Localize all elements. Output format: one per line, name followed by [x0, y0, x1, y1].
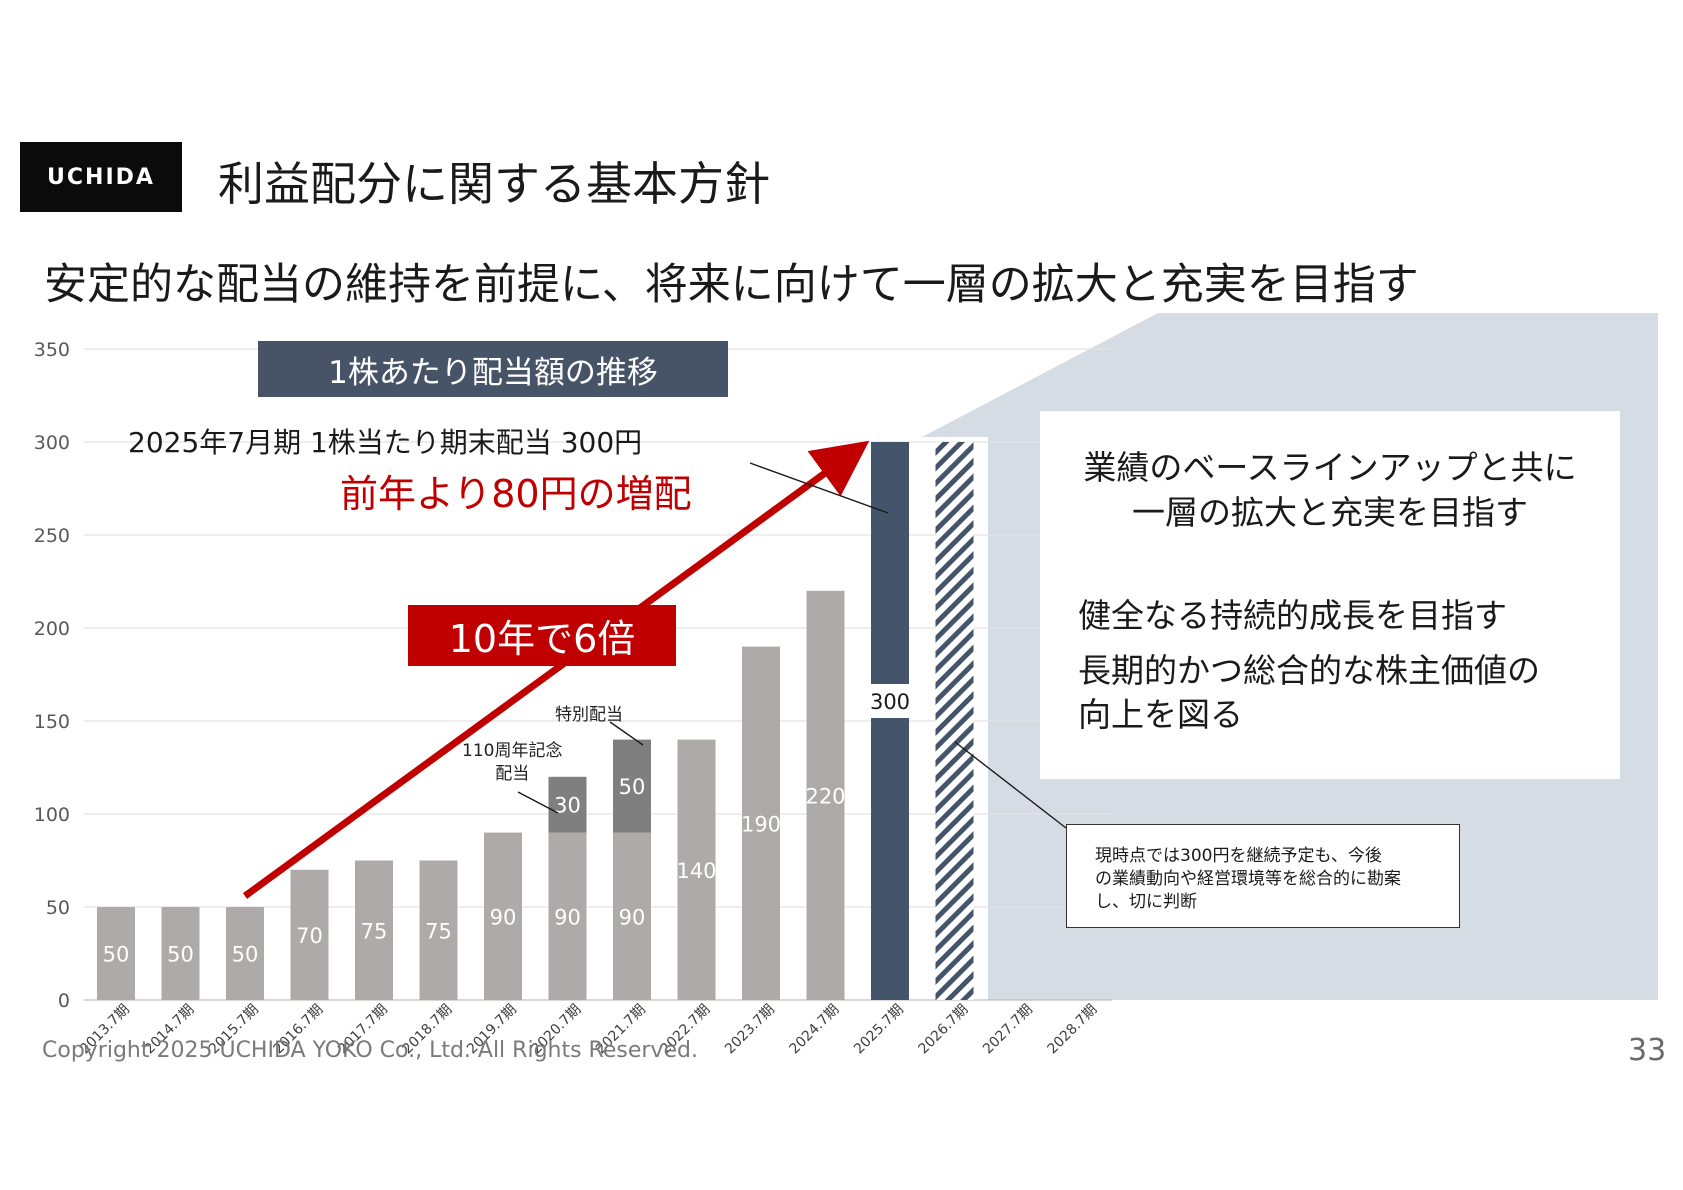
- leader-line-anniversary: [517, 791, 559, 814]
- x-tick-label: 2028.7期: [1044, 1002, 1100, 1058]
- increase-note: 前年より80円の増配: [340, 472, 692, 516]
- page-title: 利益配分に関する基本方針: [218, 157, 770, 211]
- growth-arrow: [242, 440, 870, 899]
- data-label: 75: [425, 919, 452, 943]
- bar: [226, 907, 264, 1000]
- bar: [419, 860, 458, 1000]
- data-label: 140: [676, 859, 716, 883]
- bar-extra: [548, 776, 587, 833]
- bar: [161, 907, 200, 1000]
- y-tick-label: 200: [34, 618, 70, 640]
- leader-line-current: [749, 462, 889, 514]
- bar: [97, 907, 135, 1000]
- policy-box: 業績のベースラインアップと共に 一層の拡大と充実を目指す 健全なる持続的成長を目…: [1040, 411, 1620, 779]
- x-tick-label: 2024.7期: [786, 1002, 842, 1058]
- data-label: 50: [167, 943, 194, 967]
- bar-extra: [613, 739, 651, 833]
- bar: [613, 832, 651, 1000]
- policy-point-2: 長期的かつ総合的な株主価値の 向上を図る: [1078, 649, 1540, 737]
- data-label: 70: [296, 924, 323, 948]
- data-label: 90: [490, 905, 517, 929]
- memo-line3: し、切に判断: [1095, 892, 1197, 912]
- data-label: 75: [361, 919, 388, 943]
- x-tick-label: 2023.7期: [722, 1002, 778, 1058]
- bar: [677, 739, 716, 1000]
- anniversary-line1: 110周年記念: [462, 741, 563, 761]
- bar: [548, 832, 587, 1000]
- bar: [355, 860, 393, 1000]
- bar: [290, 869, 329, 1000]
- data-label: 90: [619, 905, 646, 929]
- policy-heading: 業績のベースラインアップと共に 一層の拡大と充実を目指す: [1040, 445, 1620, 535]
- bar: [742, 646, 780, 1000]
- policy-point-2-line1: 長期的かつ総合的な株主価値の: [1078, 651, 1540, 690]
- data-label-extra: 50: [619, 775, 646, 799]
- y-tick-label: 350: [34, 339, 70, 361]
- y-tick-label: 0: [58, 990, 70, 1012]
- chart-title-box: 1株あたり配当額の推移: [258, 341, 728, 397]
- growth-badge: 10年で6倍: [408, 605, 676, 666]
- y-tick-label: 100: [34, 804, 70, 826]
- policy-point-2-line2: 向上を図る: [1078, 695, 1243, 734]
- memo-line1: 現時点では300円を継続予定も、今後: [1095, 846, 1382, 866]
- y-tick-label: 250: [34, 525, 70, 547]
- data-label: 300: [870, 690, 910, 714]
- special-dividend-label: 特別配当: [555, 705, 623, 725]
- bar: [806, 590, 845, 1000]
- anniversary-line2: 配当: [495, 764, 530, 784]
- data-label-extra: 30: [554, 794, 581, 818]
- policy-heading-line1: 業績のベースラインアップと共に: [1083, 448, 1577, 487]
- data-label: 220: [805, 784, 845, 808]
- policy-heading-line2: 一層の拡大と充実を目指す: [1132, 493, 1528, 532]
- data-label-bg: [862, 684, 918, 718]
- policy-point-1: 健全なる持続的成長を目指す: [1078, 596, 1507, 635]
- memo-line2: の業績動向や経営環境等を総合的に勘案: [1095, 869, 1401, 889]
- bar: [484, 832, 522, 1000]
- data-label: 50: [232, 943, 259, 967]
- data-label: 90: [554, 905, 581, 929]
- bar: [871, 442, 909, 1000]
- y-tick-label: 150: [34, 711, 70, 733]
- anniversary-dividend-label: 110周年記念 配当: [462, 740, 562, 786]
- bar: [935, 442, 974, 1000]
- page-subtitle: 安定的な配当の維持を前提に、将来に向けて一層の拡大と充実を目指す: [44, 260, 1419, 310]
- x-tick-label: 2027.7期: [980, 1002, 1036, 1058]
- copyright: Copyright 2025 UCHIDA YOKO Co., Ltd. All…: [42, 1038, 698, 1063]
- x-tick-label: 2026.7期: [915, 1002, 971, 1058]
- uchida-logo: UCHIDA: [20, 142, 182, 212]
- y-tick-label: 50: [46, 897, 70, 919]
- final-dividend-note: 2025年7月期 1株当たり期末配当 300円: [128, 426, 643, 459]
- y-tick-label: 300: [34, 432, 70, 454]
- data-label: 50: [103, 943, 130, 967]
- leader-line-forecast: [954, 741, 1067, 829]
- leader-line-special: [609, 721, 644, 746]
- forecast-memo: 現時点では300円を継続予定も、今後 の業績動向や経営環境等を総合的に勘案 し、…: [1066, 824, 1460, 928]
- data-label: 190: [741, 812, 781, 836]
- page-number: 33: [1628, 1033, 1667, 1068]
- x-tick-label: 2025.7期: [851, 1002, 907, 1058]
